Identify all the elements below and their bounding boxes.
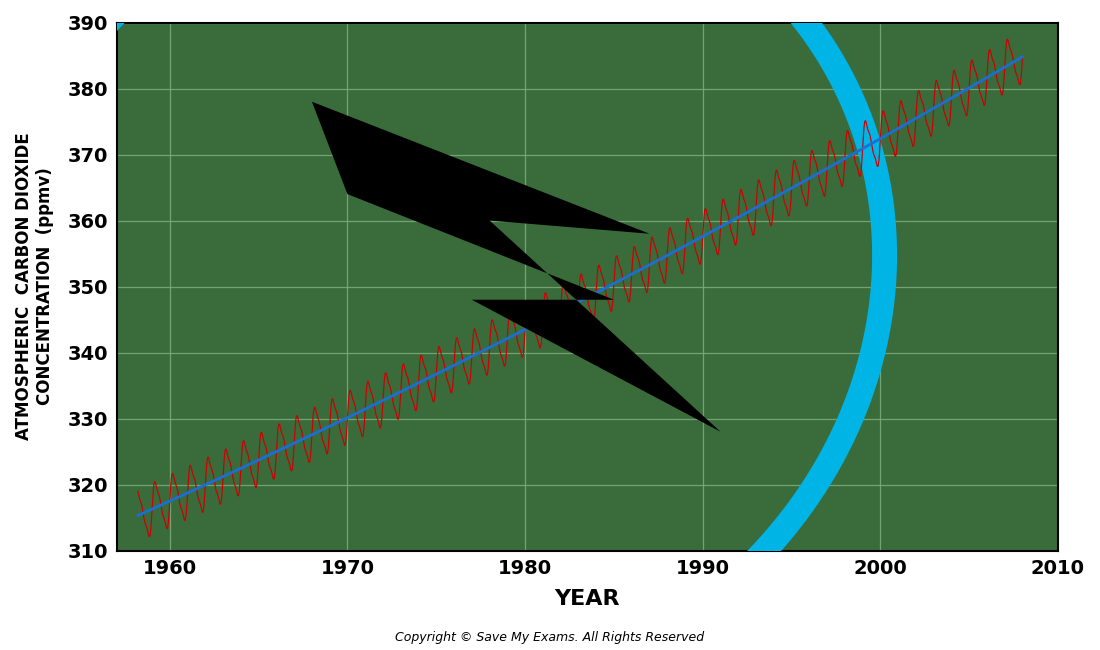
Polygon shape xyxy=(312,101,720,432)
X-axis label: YEAR: YEAR xyxy=(554,589,620,609)
Text: Copyright © Save My Exams. All Rights Reserved: Copyright © Save My Exams. All Rights Re… xyxy=(395,630,705,644)
Y-axis label: ATMOSPHERIC  CARBON DIOXIDE
CONCENTRATION  (ppmv): ATMOSPHERIC CARBON DIOXIDE CONCENTRATION… xyxy=(15,133,54,441)
